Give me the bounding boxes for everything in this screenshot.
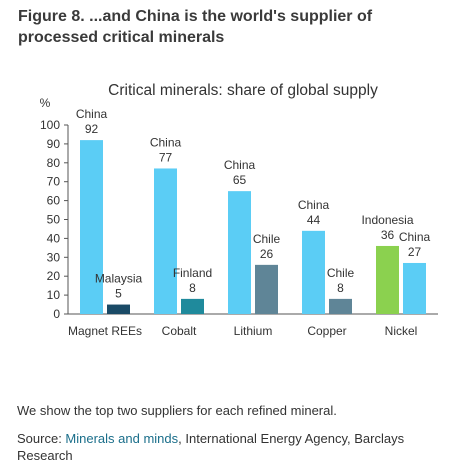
figure-title: Figure 8. ...and China is the world's su… xyxy=(18,8,373,46)
bar-value-label: 77 xyxy=(159,150,173,164)
bar-supplier-label: Indonesia xyxy=(361,213,413,227)
bar xyxy=(228,191,251,314)
y-axis-unit: % xyxy=(40,96,51,110)
y-tick-label: 50 xyxy=(47,213,61,227)
bar xyxy=(403,262,426,314)
bar xyxy=(255,264,278,314)
y-tick-label: 40 xyxy=(47,231,61,245)
bar-value-label: 8 xyxy=(189,281,196,295)
bar-value-label: 26 xyxy=(260,247,274,261)
source-rest: , International Energy Agency, Barclays … xyxy=(17,431,405,463)
bar xyxy=(154,168,177,314)
figure-source: Source: Minerals and minds, Internationa… xyxy=(17,430,437,464)
bar-supplier-label: China xyxy=(150,135,182,149)
bar-value-label: 27 xyxy=(408,245,422,259)
bar-chart: Critical minerals: share of global suppl… xyxy=(40,82,438,338)
bar-value-label: 44 xyxy=(307,213,321,227)
figure-note: We show the top two suppliers for each r… xyxy=(17,403,337,418)
bar-supplier-label: China xyxy=(224,158,256,172)
x-category-label: Cobalt xyxy=(162,324,197,338)
bar-value-label: 8 xyxy=(337,281,344,295)
bar-value-label: 36 xyxy=(381,228,395,242)
y-tick-label: 100 xyxy=(40,118,60,132)
x-category-label: Lithium xyxy=(234,324,273,338)
x-category-label: Copper xyxy=(307,324,346,338)
source-prefix: Source: xyxy=(17,431,66,446)
y-tick-label: 10 xyxy=(47,288,61,302)
bar xyxy=(80,140,103,314)
chart-title: Critical minerals: share of global suppl… xyxy=(108,82,378,99)
y-tick-label: 80 xyxy=(47,156,61,170)
bar-supplier-label: Malaysia xyxy=(95,272,143,286)
bar-supplier-label: China xyxy=(298,198,330,212)
bar-supplier-label: Chile xyxy=(253,232,281,246)
bar-supplier-label: Finland xyxy=(173,266,212,280)
bar xyxy=(376,245,399,314)
bar-supplier-label: Chile xyxy=(327,266,355,280)
x-category-label: Nickel xyxy=(385,324,418,338)
bar xyxy=(329,298,352,314)
bar xyxy=(107,304,130,314)
bar-value-label: 65 xyxy=(233,173,247,187)
y-tick-label: 30 xyxy=(47,250,61,264)
bar-supplier-label: China xyxy=(76,107,108,121)
y-tick-label: 60 xyxy=(47,194,61,208)
x-category-label: Magnet REEs xyxy=(68,324,142,338)
y-tick-label: 70 xyxy=(47,175,61,189)
source-link[interactable]: Minerals and minds xyxy=(65,431,179,446)
y-tick-label: 0 xyxy=(53,307,60,321)
bar xyxy=(181,298,204,314)
bar xyxy=(302,230,325,314)
bar-value-label: 92 xyxy=(85,122,99,136)
y-tick-label: 20 xyxy=(47,269,61,283)
bar-value-label: 5 xyxy=(115,287,122,301)
y-tick-label: 90 xyxy=(47,137,61,151)
bar-supplier-label: China xyxy=(399,230,431,244)
